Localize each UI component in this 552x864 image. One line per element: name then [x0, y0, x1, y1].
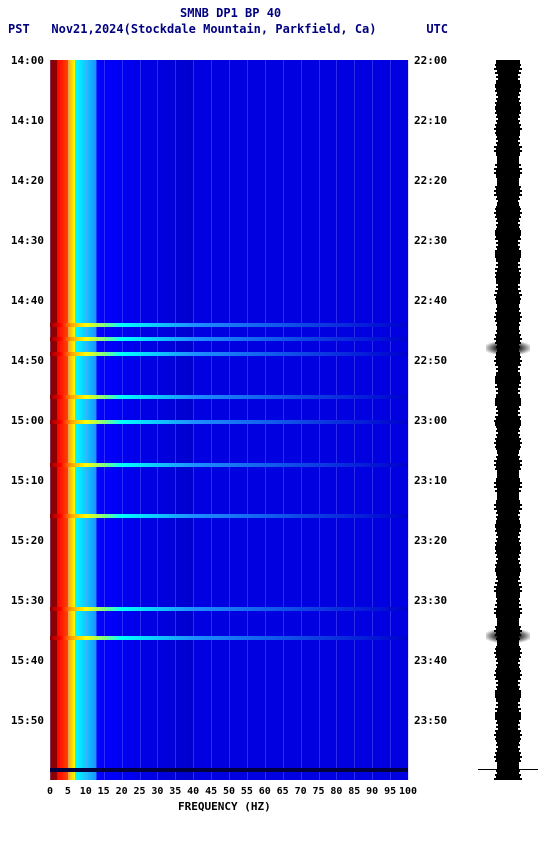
- x-tick: 65: [277, 786, 289, 797]
- left-time-tick: 14:30: [4, 234, 44, 247]
- x-tick: 60: [259, 786, 271, 797]
- low-band: [50, 768, 408, 772]
- left-time-tick: 15:30: [4, 594, 44, 607]
- event-band: [50, 607, 408, 611]
- station-title: SMNB DP1 BP 40: [180, 6, 281, 20]
- event-band: [50, 636, 408, 640]
- tz-right: UTC: [426, 22, 448, 36]
- subtitle: PST Nov21,2024(Stockdale Mountain, Parkf…: [8, 22, 538, 36]
- tz-left: PST: [8, 22, 30, 36]
- event-band: [50, 395, 408, 399]
- left-time-tick: 14:40: [4, 294, 44, 307]
- x-tick: 45: [205, 786, 217, 797]
- x-tick: 90: [366, 786, 378, 797]
- x-tick: 75: [312, 786, 324, 797]
- right-time-tick: 22:10: [414, 114, 447, 127]
- x-tick: 10: [80, 786, 92, 797]
- right-time-tick: 22:40: [414, 294, 447, 307]
- left-time-tick: 15:50: [4, 714, 44, 727]
- wave-burst: [486, 341, 530, 355]
- left-time-tick: 15:10: [4, 474, 44, 487]
- wave-burst: [486, 629, 530, 643]
- x-tick: 95: [384, 786, 396, 797]
- event-band: [50, 420, 408, 424]
- left-time-tick: 14:00: [4, 54, 44, 67]
- x-tick: 70: [295, 786, 307, 797]
- location: (Stockdale Mountain, Parkfield, Ca): [124, 22, 377, 36]
- left-time-tick: 15:00: [4, 414, 44, 427]
- right-time-tick: 23:20: [414, 534, 447, 547]
- x-tick: 30: [151, 786, 163, 797]
- event-band: [50, 337, 408, 341]
- right-time-tick: 23:00: [414, 414, 447, 427]
- right-time-tick: 23:10: [414, 474, 447, 487]
- event-band: [50, 323, 408, 327]
- x-tick: 0: [47, 786, 53, 797]
- right-time-tick: 23:50: [414, 714, 447, 727]
- x-tick: 50: [223, 786, 235, 797]
- x-tick: 5: [65, 786, 71, 797]
- left-time-tick: 15:20: [4, 534, 44, 547]
- wave-baseline-tick: [478, 769, 538, 770]
- x-tick: 35: [169, 786, 181, 797]
- waveform-panel: [478, 60, 538, 780]
- x-tick: 80: [330, 786, 342, 797]
- right-time-tick: 22:50: [414, 354, 447, 367]
- right-time-tick: 23:40: [414, 654, 447, 667]
- x-tick: 100: [399, 786, 417, 797]
- x-tick: 85: [348, 786, 360, 797]
- event-band: [50, 352, 408, 356]
- left-time-tick: 14:10: [4, 114, 44, 127]
- x-axis-label: FREQUENCY (HZ): [178, 800, 271, 813]
- x-tick: 20: [116, 786, 128, 797]
- right-time-tick: 22:20: [414, 174, 447, 187]
- event-band: [50, 463, 408, 467]
- left-time-tick: 15:40: [4, 654, 44, 667]
- left-time-tick: 14:20: [4, 174, 44, 187]
- spectrogram-plot: [50, 60, 408, 780]
- right-time-tick: 22:00: [414, 54, 447, 67]
- x-tick: 40: [187, 786, 199, 797]
- date: Nov21,2024: [51, 22, 123, 36]
- left-time-tick: 14:50: [4, 354, 44, 367]
- gridline: [408, 60, 409, 780]
- right-time-tick: 22:30: [414, 234, 447, 247]
- x-tick: 25: [133, 786, 145, 797]
- right-time-tick: 23:30: [414, 594, 447, 607]
- wave-segment: [494, 778, 522, 780]
- event-band: [50, 514, 408, 518]
- x-tick: 55: [241, 786, 253, 797]
- x-tick: 15: [98, 786, 110, 797]
